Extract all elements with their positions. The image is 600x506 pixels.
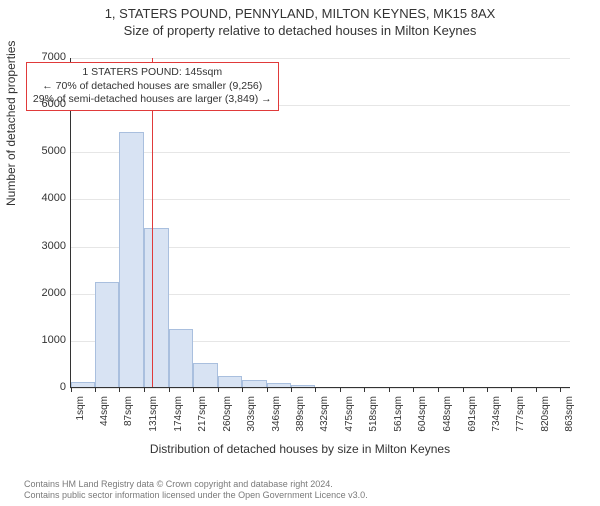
x-tick-mark [169,388,170,392]
x-tick-label: 604sqm [417,396,428,444]
x-tick-mark [536,388,537,392]
x-tick-label: 820sqm [540,396,551,444]
x-tick-label: 217sqm [197,396,208,444]
x-tick-mark [218,388,219,392]
histogram-bar [193,363,217,388]
x-tick-mark [463,388,464,392]
x-tick-mark [119,388,120,392]
x-tick-label: 131sqm [148,396,159,444]
y-tick-label: 2000 [30,287,66,299]
x-tick-mark [438,388,439,392]
footer-line1: Contains HM Land Registry data © Crown c… [24,479,368,491]
y-tick-label: 5000 [30,145,66,157]
x-tick-mark [291,388,292,392]
x-tick-label: 777sqm [515,396,526,444]
x-tick-mark [267,388,268,392]
y-tick-label: 4000 [30,192,66,204]
annotation-line: ← 70% of detached houses are smaller (9,… [33,80,272,94]
x-tick-mark [71,388,72,392]
x-tick-mark [95,388,96,392]
x-tick-mark [413,388,414,392]
x-tick-label: 1sqm [75,396,86,444]
gridline [70,152,570,153]
x-tick-label: 648sqm [442,396,453,444]
x-tick-label: 260sqm [222,396,233,444]
x-tick-mark [511,388,512,392]
plot-area: 1 STATERS POUND: 145sqm← 70% of detached… [70,58,570,388]
chart-title-line2: Size of property relative to detached ho… [0,23,600,38]
x-tick-label: 346sqm [271,396,282,444]
histogram-bar [144,228,168,388]
y-axis-label: Number of detached properties [4,41,18,206]
x-tick-mark [560,388,561,392]
x-tick-label: 561sqm [393,396,404,444]
x-tick-mark [364,388,365,392]
y-tick-label: 6000 [30,98,66,110]
x-tick-label: 174sqm [173,396,184,444]
x-tick-mark [389,388,390,392]
gridline [70,58,570,59]
x-axis-label: Distribution of detached houses by size … [0,442,600,456]
x-tick-mark [144,388,145,392]
chart-title-line1: 1, STATERS POUND, PENNYLAND, MILTON KEYN… [0,6,600,21]
chart-container: 1, STATERS POUND, PENNYLAND, MILTON KEYN… [0,6,600,506]
histogram-bar [95,282,119,388]
x-tick-mark [193,388,194,392]
x-tick-label: 432sqm [319,396,330,444]
y-tick-label: 3000 [30,240,66,252]
annotation-line: 29% of semi-detached houses are larger (… [33,93,272,107]
gridline [70,199,570,200]
x-tick-mark [242,388,243,392]
x-tick-label: 389sqm [295,396,306,444]
annotation-line: 1 STATERS POUND: 145sqm [33,66,272,80]
x-tick-label: 303sqm [246,396,257,444]
x-tick-label: 863sqm [564,396,575,444]
footer-attribution: Contains HM Land Registry data © Crown c… [24,479,368,502]
x-tick-label: 734sqm [491,396,502,444]
histogram-bar [119,132,144,388]
x-tick-label: 518sqm [368,396,379,444]
y-tick-label: 1000 [30,334,66,346]
x-tick-mark [315,388,316,392]
footer-line2: Contains public sector information licen… [24,490,368,502]
x-tick-label: 691sqm [467,396,478,444]
x-tick-label: 44sqm [99,396,110,444]
x-tick-label: 475sqm [344,396,355,444]
y-tick-label: 0 [30,381,66,393]
x-tick-label: 87sqm [123,396,134,444]
x-tick-mark [340,388,341,392]
histogram-bar [169,329,193,388]
x-tick-mark [487,388,488,392]
y-tick-label: 7000 [30,51,66,63]
